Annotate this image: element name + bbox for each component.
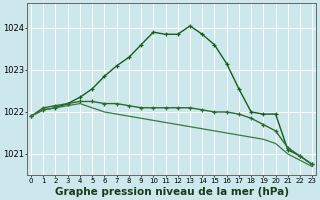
X-axis label: Graphe pression niveau de la mer (hPa): Graphe pression niveau de la mer (hPa) [55, 187, 289, 197]
